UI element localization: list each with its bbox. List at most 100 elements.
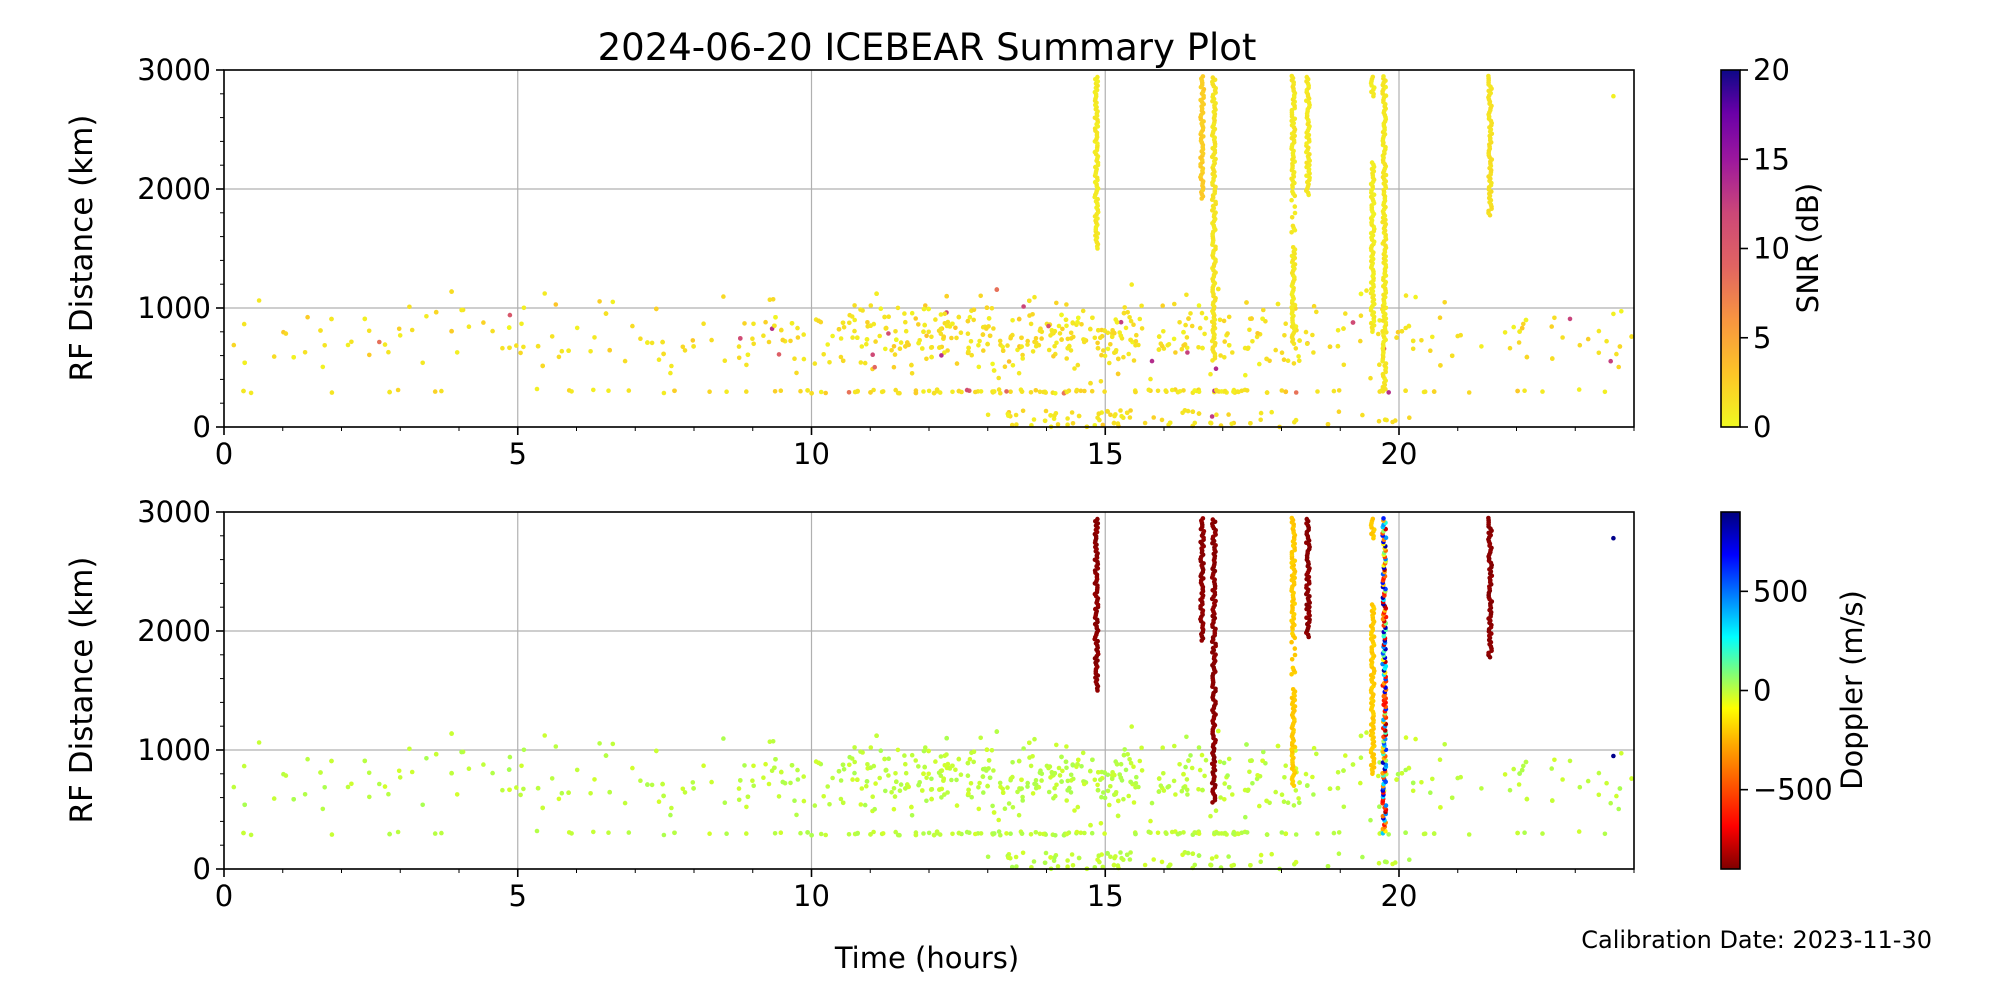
echo-point [1148,376,1153,382]
echo-point [603,753,609,758]
echo-point [271,796,277,801]
echo-point [549,334,555,339]
echo-point [980,332,986,337]
echo-point [938,754,944,759]
echo-point [1431,831,1437,836]
echo-point [481,320,486,325]
echo-point [871,387,876,393]
echo-point [1000,790,1006,795]
echo-point [1043,850,1049,856]
snr-axes-frame [223,69,1635,428]
echo-point [761,333,766,339]
echo-point [1199,752,1205,758]
echo-point [994,729,1000,734]
echo-point [889,348,894,353]
echo-point [966,791,971,796]
echo-point [1390,419,1395,425]
echo-point [1179,346,1185,352]
echo-point [933,317,938,322]
echo-point [886,331,891,336]
echo-point [1442,742,1447,747]
echo-point [902,311,907,316]
echo-point [744,362,749,368]
echo-point [1054,300,1059,306]
echo-point [1126,351,1131,357]
echo-point [938,331,944,337]
echo-point [305,314,310,320]
echo-point [1025,784,1030,789]
echo-point [1511,324,1516,330]
echo-point [1502,772,1508,777]
echo-point [1010,363,1016,368]
echo-point [929,776,934,782]
echo-point [1048,775,1053,780]
echo-point [895,832,901,838]
echo-point [937,345,942,350]
echo-point [1163,830,1168,835]
echo-point [1219,389,1224,394]
echo-point [969,352,974,358]
echo-point [742,763,747,768]
echo-point [649,340,655,346]
echo-point [1304,74,1310,80]
echo-point [656,799,662,804]
echo-point [521,305,527,311]
echo-point [1376,418,1382,424]
x-axis-label: Time (hours) [834,941,1019,975]
echo-point [1209,414,1215,419]
echo-point [1102,328,1107,333]
echo-point [751,763,756,769]
echo-point [1455,775,1460,781]
echo-point [821,794,826,799]
echo-point [1315,389,1320,394]
echo-point [838,354,844,360]
echo-point [1275,743,1281,749]
echo-point [789,763,795,768]
echo-point [1377,804,1382,809]
echo-point [1275,301,1281,307]
snr-y-axis: 0 1000 2000 3000 [137,53,224,444]
echo-point [638,778,643,783]
echo-point [592,777,597,782]
y-tick-label: 0 [193,410,211,444]
echo-point [1522,830,1527,835]
echo-point [1377,760,1382,765]
echo-point [1343,753,1348,758]
echo-point [1064,798,1069,803]
echo-point [1282,333,1287,338]
echo-point [242,360,247,366]
echo-point [929,796,934,802]
echo-point [592,335,597,340]
echo-point [1335,328,1341,333]
echo-point [1247,769,1252,775]
echo-point [721,294,726,299]
echo-point [1428,790,1433,795]
echo-point [978,735,983,741]
echo-point [873,339,878,344]
echo-point [1033,340,1039,346]
echo-point [1455,333,1460,339]
echo-point [1303,329,1309,335]
echo-point [661,351,666,357]
echo-point [1449,795,1455,801]
echo-point [916,340,921,346]
echo-point [1113,790,1119,795]
echo-point [1076,855,1082,861]
echo-point [1264,798,1269,804]
echo-point [868,765,873,770]
echo-point [1064,744,1069,749]
echo-point [1177,762,1182,767]
echo-point [1089,830,1095,836]
echo-point [838,778,844,783]
echo-point [966,349,971,355]
echo-point [1060,326,1065,332]
echo-point [329,316,334,322]
echo-point [738,336,743,341]
echo-point [954,803,960,808]
echo-point [1311,350,1316,355]
echo-point [1156,776,1162,781]
echo-point [1006,801,1012,806]
echo-point [669,363,674,369]
echo-point [825,784,830,789]
echo-point [1523,317,1529,323]
